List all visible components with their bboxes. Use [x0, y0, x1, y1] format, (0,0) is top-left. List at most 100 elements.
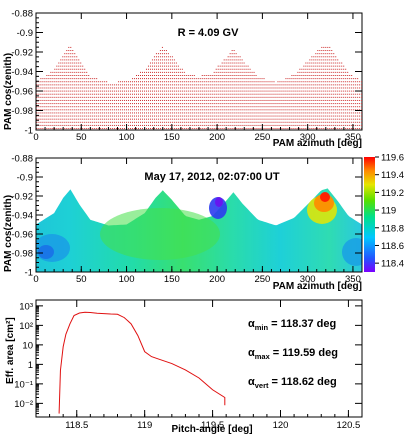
sample-point — [291, 118, 293, 120]
sample-point — [219, 112, 221, 114]
sample-point — [217, 84, 219, 86]
sample-point — [303, 99, 305, 101]
sample-point — [359, 103, 361, 105]
sample-point — [120, 96, 122, 98]
sample-point — [74, 121, 76, 123]
sample-point — [231, 68, 233, 70]
sample-point — [64, 109, 66, 111]
sample-point — [291, 121, 293, 123]
sample-point — [229, 53, 231, 55]
sample-point — [323, 81, 325, 83]
sample-point — [267, 106, 269, 108]
sample-point — [60, 87, 62, 89]
sample-point — [215, 71, 217, 73]
sample-point — [197, 93, 199, 95]
sample-point — [283, 87, 285, 89]
sample-point — [163, 103, 165, 105]
sample-point — [315, 124, 317, 126]
sample-point — [293, 109, 295, 111]
sample-point — [325, 90, 327, 92]
sample-point — [227, 56, 229, 58]
sample-point — [134, 96, 136, 98]
sample-point — [138, 87, 140, 89]
sample-point — [279, 99, 281, 101]
sample-point — [151, 103, 153, 105]
y-tick-label: -0.94 — [11, 67, 33, 78]
sample-point — [78, 78, 80, 80]
sample-point — [299, 109, 301, 111]
sample-point — [167, 65, 169, 67]
sample-point — [165, 65, 167, 67]
sample-point — [335, 124, 337, 126]
sample-point — [245, 112, 247, 114]
sample-point — [353, 84, 355, 86]
sample-point — [347, 90, 349, 92]
sample-point — [323, 96, 325, 98]
sample-point — [205, 115, 207, 117]
sample-point — [213, 87, 215, 89]
sample-point — [134, 87, 136, 89]
sample-point — [283, 84, 285, 86]
sample-point — [114, 87, 116, 89]
sample-point — [98, 115, 100, 117]
sample-point — [191, 78, 193, 80]
sample-point — [44, 124, 46, 126]
sample-point — [311, 93, 313, 95]
sample-point — [231, 71, 233, 73]
sample-point — [108, 118, 110, 120]
sample-point — [243, 81, 245, 83]
sample-point — [311, 81, 313, 83]
sample-point — [217, 99, 219, 101]
sample-point — [227, 112, 229, 114]
sample-point — [221, 78, 223, 80]
sample-point — [223, 124, 225, 126]
sample-point — [141, 106, 143, 108]
sample-point — [347, 106, 349, 108]
sample-point — [70, 62, 72, 64]
sample-point — [130, 109, 132, 111]
sample-point — [70, 87, 72, 89]
sample-point — [58, 96, 60, 98]
sample-point — [44, 96, 46, 98]
sample-point — [149, 115, 151, 117]
sample-point — [249, 103, 251, 105]
sample-point — [116, 118, 118, 120]
sample-point — [159, 78, 161, 80]
sample-point — [319, 53, 321, 55]
sample-point — [323, 103, 325, 105]
sample-point — [297, 81, 299, 83]
sample-point — [153, 78, 155, 80]
sample-point — [157, 118, 159, 120]
sample-point — [213, 71, 215, 73]
sample-point — [273, 90, 275, 92]
sample-point — [36, 96, 38, 98]
sample-point — [104, 128, 106, 130]
sample-point — [231, 109, 233, 111]
sample-point — [215, 96, 217, 98]
sample-point — [100, 115, 102, 117]
sample-point — [114, 118, 116, 120]
sample-point — [189, 106, 191, 108]
sample-point — [173, 74, 175, 76]
sample-point — [201, 78, 203, 80]
sample-point — [291, 124, 293, 126]
sample-point — [66, 124, 68, 126]
sample-point — [281, 106, 283, 108]
sample-point — [175, 99, 177, 101]
sample-point — [181, 87, 183, 89]
sample-point — [283, 109, 285, 111]
sample-point — [175, 65, 177, 67]
sample-point — [271, 128, 273, 130]
sample-point — [181, 84, 183, 86]
sample-point — [221, 109, 223, 111]
sample-point — [245, 84, 247, 86]
sample-point — [40, 128, 42, 130]
sample-point — [287, 115, 289, 117]
sample-point — [60, 74, 62, 76]
sample-point — [269, 84, 271, 86]
sample-point — [78, 62, 80, 64]
sample-point — [263, 115, 265, 117]
sample-point — [305, 78, 307, 80]
sample-point — [149, 84, 151, 86]
sample-point — [171, 56, 173, 58]
